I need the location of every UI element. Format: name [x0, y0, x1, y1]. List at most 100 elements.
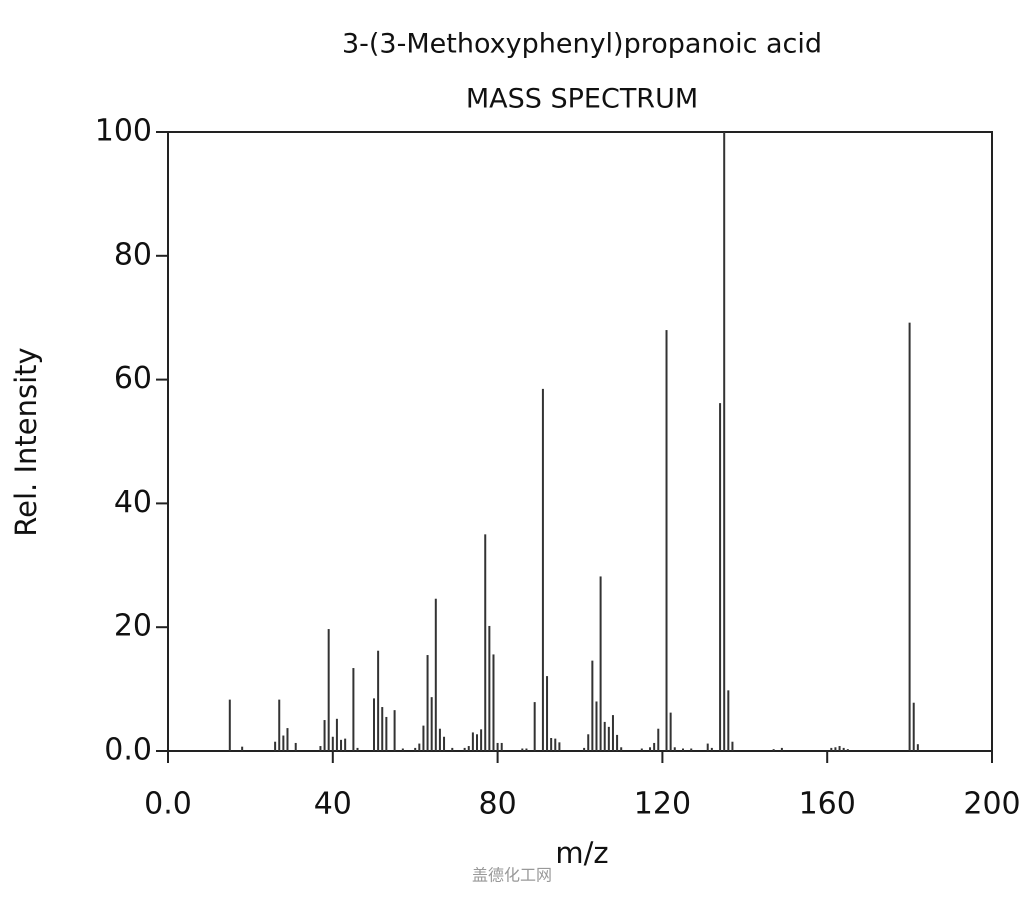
peak — [286, 728, 289, 751]
peak — [373, 698, 375, 751]
peak — [282, 735, 285, 751]
peak — [521, 748, 524, 751]
peak — [657, 728, 660, 751]
peak — [496, 742, 499, 751]
chart-subtitle: MASS SPECTRUM — [466, 84, 698, 115]
peak — [611, 715, 614, 751]
watermark: 盖德化工网 — [472, 866, 552, 885]
peak — [463, 747, 466, 751]
chart-title: 3-(3-Methoxyphenyl)propanoic acid — [342, 29, 822, 60]
peak — [842, 747, 845, 751]
peak — [422, 725, 425, 751]
y-tick-label: 40 — [114, 485, 152, 520]
peak — [640, 748, 643, 751]
peak — [554, 738, 557, 751]
peak — [381, 707, 384, 751]
y-tick-label: 60 — [114, 361, 152, 396]
peak — [323, 720, 326, 751]
peak — [340, 739, 343, 751]
plot-frame — [167, 131, 993, 752]
x-tick-label: 160 — [799, 787, 856, 822]
peak — [426, 655, 429, 751]
peak — [912, 702, 915, 751]
peak — [451, 747, 454, 751]
peak — [653, 742, 656, 751]
peak — [731, 741, 734, 751]
peak — [723, 132, 726, 751]
y-tick-label: 80 — [114, 237, 152, 272]
y-tick-label: 0.0 — [104, 733, 152, 768]
peak — [430, 697, 433, 751]
peak — [488, 625, 491, 751]
peak — [414, 747, 417, 751]
peak — [344, 738, 347, 751]
peak — [690, 748, 693, 751]
peak — [476, 734, 478, 751]
peak — [533, 702, 536, 751]
x-tick-label: 40 — [314, 787, 352, 822]
peak — [401, 748, 404, 751]
y-axis-label: Rel. Intensity — [9, 347, 43, 536]
peak — [274, 741, 277, 751]
peak — [665, 330, 668, 751]
peak — [228, 699, 231, 751]
peak — [727, 690, 730, 751]
x-tick-label: 120 — [634, 787, 691, 822]
peak — [616, 734, 619, 751]
peak — [327, 629, 330, 751]
peak — [603, 721, 606, 751]
peak — [916, 744, 919, 751]
peak — [385, 716, 388, 751]
peak — [669, 712, 672, 751]
peak — [443, 736, 446, 751]
peak — [834, 747, 837, 751]
peak — [710, 747, 713, 751]
peak — [673, 747, 676, 751]
peak — [319, 746, 322, 751]
peak — [418, 743, 421, 751]
peak — [772, 749, 775, 751]
peak — [356, 747, 359, 751]
peak — [393, 710, 396, 751]
x-axis-label: m/z — [555, 836, 608, 870]
peak — [492, 654, 495, 751]
peak — [838, 746, 841, 751]
peak — [546, 676, 549, 751]
peak — [471, 732, 474, 751]
peak — [294, 742, 297, 751]
peak — [558, 742, 561, 751]
x-tick-label: 200 — [963, 787, 1020, 822]
peak — [591, 660, 594, 751]
peak — [846, 749, 849, 751]
peak — [550, 738, 553, 751]
peak — [649, 747, 652, 751]
peak — [607, 726, 610, 751]
y-tick-label: 20 — [114, 609, 152, 644]
peak — [541, 388, 544, 751]
peak — [438, 728, 441, 751]
peak — [335, 718, 338, 751]
x-tick-label: 80 — [479, 787, 517, 822]
peak — [480, 729, 483, 751]
x-tick-label: 0.0 — [144, 787, 192, 822]
peak — [706, 743, 709, 751]
peak — [682, 748, 684, 751]
peak — [331, 736, 334, 751]
peak — [595, 701, 598, 751]
peak — [587, 734, 590, 751]
peak — [525, 748, 528, 751]
peak — [467, 746, 470, 751]
peak — [434, 598, 437, 751]
peak — [583, 747, 586, 751]
peak — [241, 746, 244, 751]
peak — [352, 668, 355, 751]
peak — [377, 650, 380, 751]
peak — [620, 747, 623, 751]
peak — [599, 576, 602, 751]
peak — [908, 322, 911, 751]
peak — [830, 747, 833, 751]
peak — [484, 534, 487, 751]
peak — [719, 403, 722, 751]
peak — [278, 699, 281, 751]
peak — [500, 742, 503, 751]
